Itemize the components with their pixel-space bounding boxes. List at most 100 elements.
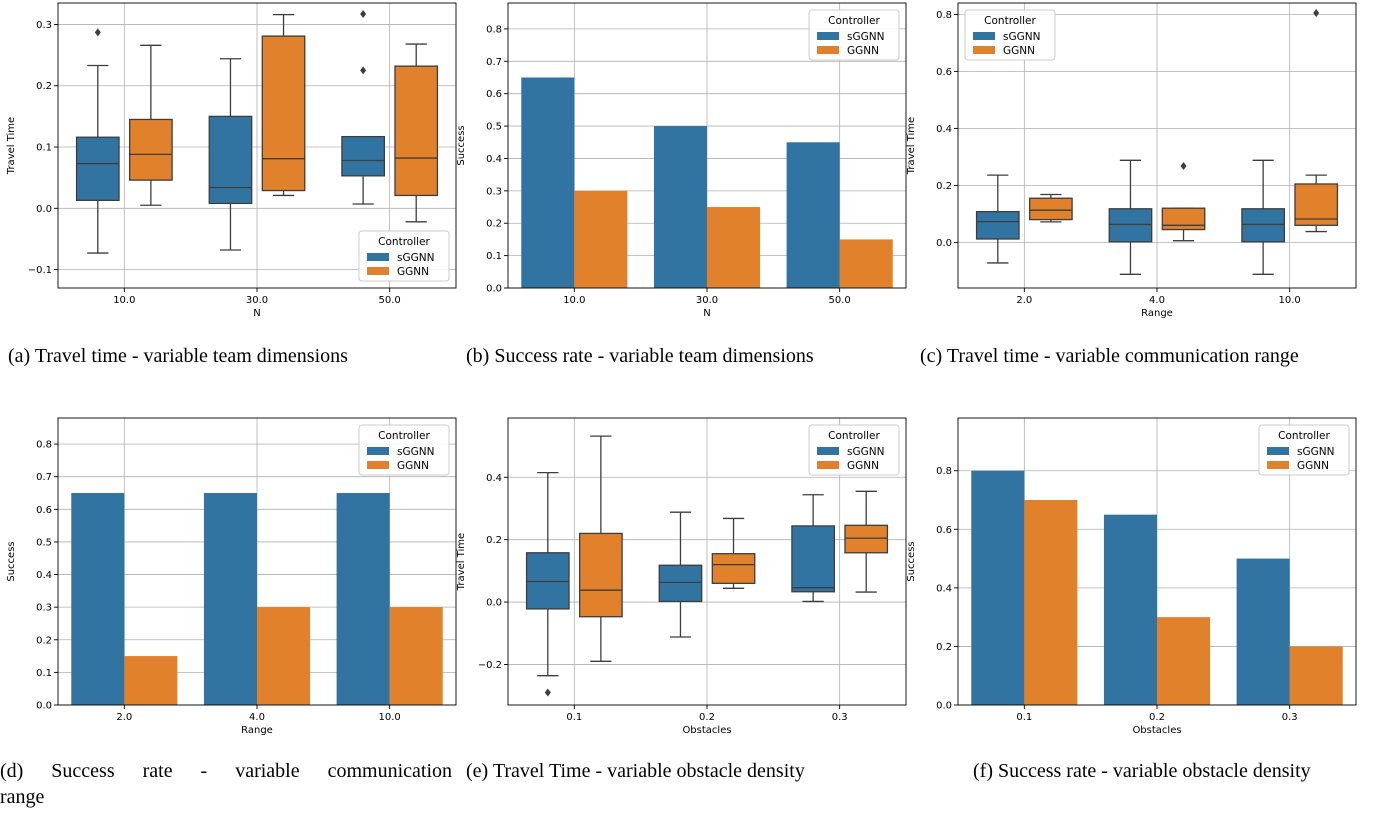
- chart-b: 0.0 0.1 0.2 0.3 0.4 0.5 0.6 0.7 0.8 10.0 30.0 50.0 N…: [456, 2, 907, 319]
- legend-swatch-sggnn: [973, 32, 995, 40]
- caption-c: (c) Travel time - variable communication…: [920, 345, 1299, 367]
- legend-label-sggnn: sGGNN: [847, 446, 884, 458]
- y-tick-label: 0.3: [36, 20, 52, 31]
- y-tick-label: 0.3: [486, 186, 502, 197]
- x-tick-label: 0.2: [1149, 712, 1165, 723]
- y-tick-label: 0.7: [36, 472, 52, 483]
- box-sggnn-10.0: [1241, 159, 1286, 275]
- y-tick-label: 0.4: [936, 583, 952, 594]
- y-tick-label: 0.1: [486, 251, 502, 262]
- legend-label-ggnn: GGNN: [847, 45, 879, 57]
- x-axis-label: Range: [241, 725, 273, 736]
- legend-label-sggnn: sGGNN: [1297, 446, 1334, 458]
- box-body: [208, 115, 253, 205]
- chart-c: 0.0 0.2 0.4 0.6 0.8 2.0 4.0 10.0 Range Travel Tim…: [906, 2, 1357, 319]
- legend-swatch-ggnn: [367, 267, 389, 275]
- bar-sggnn-30.0: [653, 126, 707, 289]
- legend-label-sggnn: sGGNN: [1003, 31, 1040, 43]
- bar-ggnn-4.0: [257, 607, 311, 705]
- y-tick-label: 0.6: [936, 525, 952, 536]
- legend-swatch-sggnn: [817, 32, 839, 40]
- y-tick-label: 0.6: [36, 505, 52, 516]
- x-axis-label: Obstacles: [682, 725, 731, 736]
- chart-d: 0.0 0.1 0.2 0.3 0.4 0.5 0.6 0.7 0.8 2.0 4.0 10.0 Ran…: [6, 417, 457, 736]
- box-sggnn-50.0: [341, 10, 386, 205]
- y-tick-label: 0.0: [36, 204, 52, 215]
- bar-ggnn-0.2: [1157, 617, 1211, 705]
- y-tick-label: 0.0: [486, 598, 502, 609]
- x-tick-label: 30.0: [696, 295, 718, 306]
- x-tick-label: 4.0: [249, 712, 265, 723]
- y-tick-label: 0.7: [486, 57, 502, 68]
- legend: Controller sGGNN GGNN: [964, 9, 1056, 61]
- box-sggnn-0.1: [525, 471, 570, 697]
- bar-ggnn-50.0: [839, 239, 893, 288]
- x-axis-label: Range: [1141, 308, 1173, 319]
- bar-ggnn-0.1: [1024, 500, 1078, 705]
- x-tick-label: 0.3: [1282, 712, 1298, 723]
- x-tick-label: 50.0: [829, 295, 851, 306]
- x-axis-label: Obstacles: [1132, 725, 1181, 736]
- box-body: [658, 564, 703, 603]
- box-body: [1241, 208, 1286, 243]
- bar-sggnn-50.0: [786, 142, 840, 288]
- outlier-point: [94, 28, 101, 37]
- box-sggnn-0.3: [791, 494, 836, 603]
- box-ggnn-0.1: [578, 435, 623, 662]
- bar-ggnn-10.0: [389, 607, 443, 705]
- outlier-point: [1180, 162, 1187, 171]
- legend-title: Controller: [984, 15, 1036, 27]
- box-ggnn-4.0: [1161, 162, 1206, 242]
- box-body: [578, 532, 623, 618]
- y-tick-label: 0.6: [486, 89, 502, 100]
- legend-title: Controller: [828, 430, 880, 442]
- y-tick-label: 0.0: [936, 701, 952, 712]
- caption-e: (e) Travel Time - variable obstacle dens…: [466, 760, 805, 782]
- bar-sggnn-4.0: [203, 493, 257, 705]
- legend: Controller sGGNN GGNN: [808, 424, 900, 476]
- y-axis-label: Success: [6, 541, 17, 581]
- legend-swatch-sggnn: [817, 447, 839, 455]
- bar-sggnn-0.1: [971, 470, 1025, 705]
- y-tick-label: 0.4: [486, 154, 502, 165]
- x-tick-label: 10.0: [563, 295, 585, 306]
- box-body: [1108, 208, 1153, 243]
- chart-f: 0.0 0.2 0.4 0.6 0.8 0.1 0.2 0.3 Obstacles Success…: [906, 417, 1357, 736]
- y-tick-label: 0.8: [936, 10, 952, 21]
- box-sggnn-4.0: [1108, 159, 1153, 275]
- legend-swatch-ggnn: [817, 46, 839, 54]
- bar-ggnn-0.3: [1289, 646, 1343, 705]
- legend-label-sggnn: sGGNN: [397, 446, 434, 458]
- legend: Controller sGGNN GGNN: [358, 424, 450, 476]
- box-ggnn-0.3: [844, 490, 889, 593]
- y-tick-label: 0.2: [936, 181, 952, 192]
- x-axis-label: N: [253, 308, 260, 319]
- bar-ggnn-30.0: [707, 207, 761, 288]
- legend-swatch-ggnn: [817, 461, 839, 469]
- legend-label-ggnn: GGNN: [397, 460, 429, 472]
- chart-e: −0.2 0.0 0.2 0.4 0.1 0.2 0.3 Obstacles Travel Ti…: [456, 417, 907, 736]
- legend-swatch-sggnn: [1267, 447, 1289, 455]
- y-tick-label: 0.8: [36, 440, 52, 451]
- legend-swatch-ggnn: [367, 461, 389, 469]
- x-tick-label: 50.0: [379, 295, 401, 306]
- box-body: [341, 135, 386, 177]
- box-body: [1028, 197, 1073, 221]
- legend-label-ggnn: GGNN: [847, 460, 879, 472]
- box-body: [791, 525, 836, 593]
- y-axis-label: Travel Time: [6, 117, 17, 175]
- y-tick-label: 0.4: [936, 124, 952, 135]
- bar-sggnn-10.0: [521, 77, 575, 288]
- y-tick-label: 0.5: [36, 537, 52, 548]
- legend-swatch-ggnn: [1267, 461, 1289, 469]
- box-body: [261, 35, 306, 192]
- y-tick-label: 0.8: [936, 466, 952, 477]
- box-sggnn-2.0: [975, 174, 1020, 264]
- caption-d: (d) Success rate - variable communicatio…: [0, 758, 452, 810]
- legend-swatch-sggnn: [367, 447, 389, 455]
- box-ggnn-0.2: [711, 517, 756, 589]
- x-tick-label: 2.0: [1016, 295, 1032, 306]
- x-tick-label: 10.0: [379, 712, 401, 723]
- outlier-point: [544, 688, 551, 697]
